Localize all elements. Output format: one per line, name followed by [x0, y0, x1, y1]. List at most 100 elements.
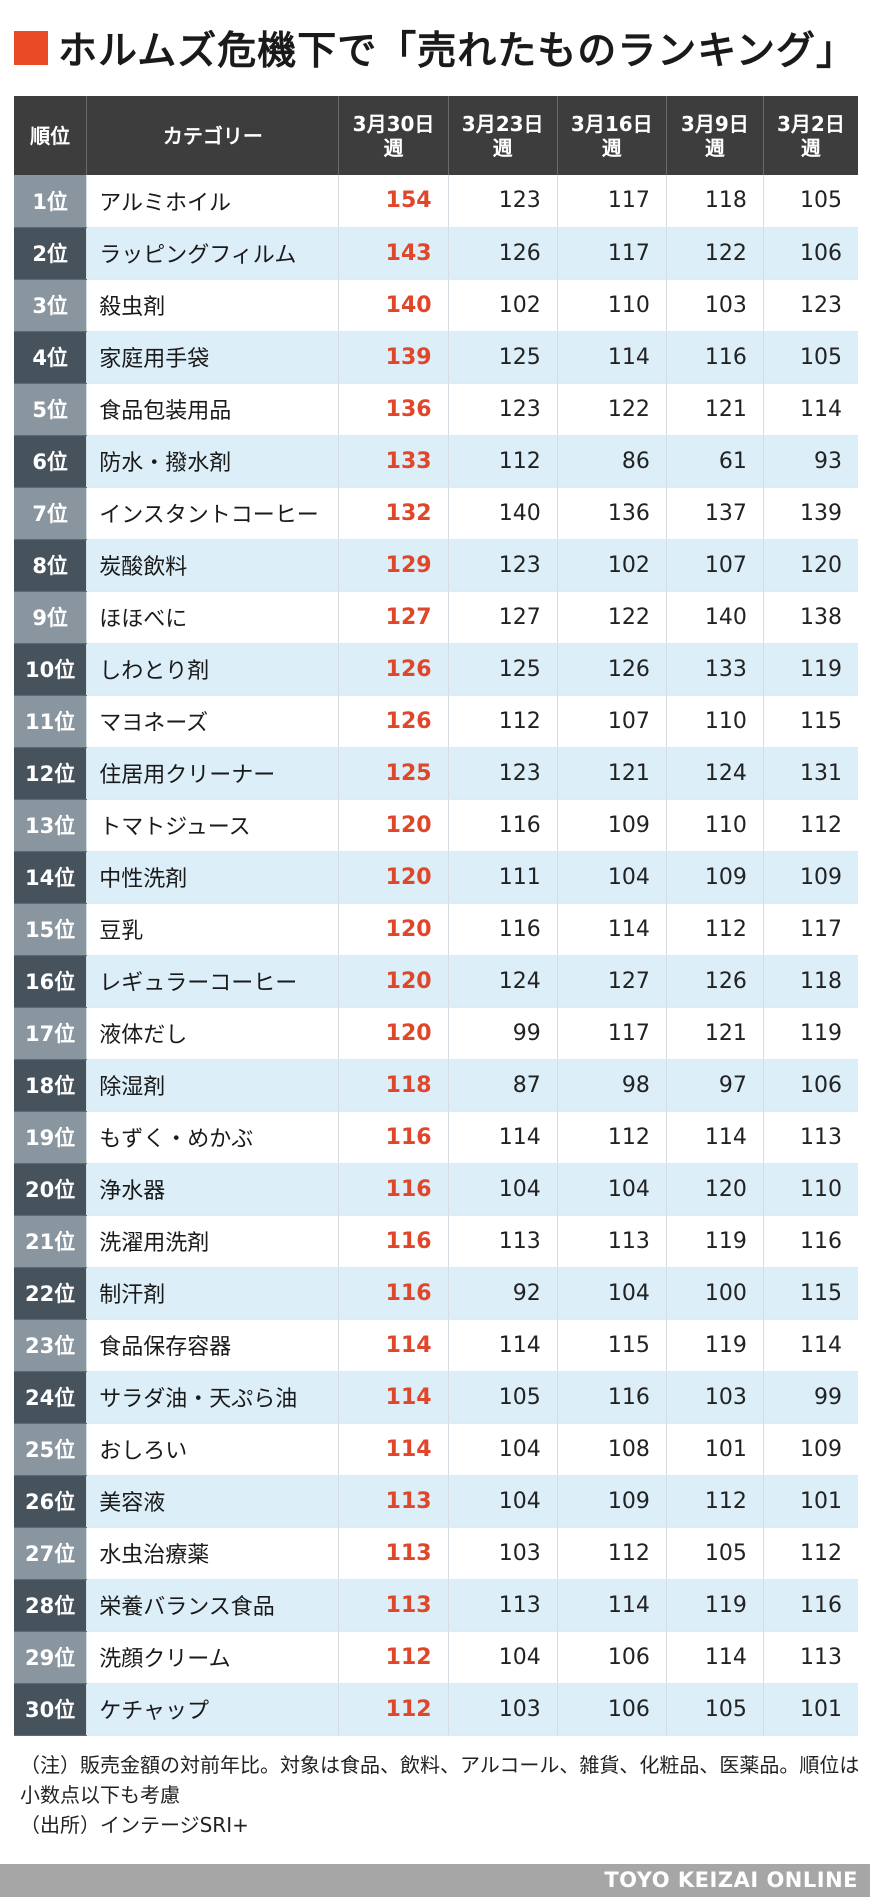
value-cell-week-4: 97 [666, 1059, 764, 1112]
value-cell-week-4: 121 [666, 383, 764, 436]
value-cell-week-1: 125 [338, 747, 449, 800]
category-cell: 住居用クリーナー [86, 747, 340, 800]
category-cell: 液体だし [86, 1007, 340, 1060]
value-cell-week-3: 117 [557, 1007, 667, 1060]
value-cell-week-4: 124 [666, 747, 764, 800]
rank-cell: 5位 [14, 383, 88, 436]
value-cell-week-2: 104 [448, 1631, 558, 1684]
rank-cell: 20位 [14, 1163, 88, 1216]
rank-cell: 29位 [14, 1631, 88, 1684]
category-cell: ラッピングフィルム [86, 227, 340, 280]
value-cell-week-4: 119 [666, 1215, 764, 1268]
value-cell-week-1: 136 [338, 383, 449, 436]
category-cell: 食品保存容器 [86, 1319, 340, 1372]
table-row: 13位 トマトジュース 120 116 109 110 112 [14, 799, 858, 852]
value-cell-week-4: 119 [666, 1579, 764, 1632]
table-body: 1位 アルミホイル 154 123 117 118 105 2位 ラッピングフィルム 143 126… [14, 175, 858, 1736]
value-cell-week-5: 116 [763, 1215, 858, 1268]
value-cell-week-2: 102 [448, 279, 558, 332]
value-cell-week-1: 116 [338, 1163, 449, 1216]
category-cell: 洗顔クリーム [86, 1631, 340, 1684]
rank-cell: 10位 [14, 643, 88, 696]
value-cell-week-5: 105 [763, 331, 858, 384]
value-cell-week-2: 116 [448, 799, 558, 852]
value-cell-week-5: 139 [763, 487, 858, 540]
value-cell-week-1: 132 [338, 487, 449, 540]
value-cell-week-1: 120 [338, 903, 449, 956]
table-row: 19位 もずく・めかぶ 116 114 112 114 113 [14, 1111, 858, 1164]
value-cell-week-1: 127 [338, 591, 449, 644]
value-cell-week-2: 123 [448, 539, 558, 592]
value-cell-week-5: 116 [763, 1579, 858, 1632]
table-row: 26位 美容液 113 104 109 112 101 [14, 1475, 858, 1528]
category-cell: 美容液 [86, 1475, 340, 1528]
rank-cell: 11位 [14, 695, 88, 748]
header-week-1-suffix: 週 [383, 135, 404, 160]
value-cell-week-4: 110 [666, 799, 764, 852]
table-row: 3位 殺虫剤 140 102 110 103 123 [14, 279, 858, 332]
rank-cell: 1位 [14, 175, 88, 228]
value-cell-week-3: 136 [557, 487, 667, 540]
header-week-3-date: 3月16日 [570, 111, 653, 136]
value-cell-week-4: 101 [666, 1423, 764, 1476]
value-cell-week-2: 123 [448, 383, 558, 436]
value-cell-week-2: 112 [448, 695, 558, 748]
value-cell-week-2: 103 [448, 1683, 558, 1736]
value-cell-week-4: 116 [666, 331, 764, 384]
value-cell-week-2: 140 [448, 487, 558, 540]
category-cell: ケチャップ [86, 1683, 340, 1736]
value-cell-week-4: 133 [666, 643, 764, 696]
value-cell-week-1: 120 [338, 955, 449, 1008]
table-row: 21位 洗濯用洗剤 116 113 113 119 116 [14, 1215, 858, 1268]
header-week-5-suffix: 週 [800, 135, 821, 160]
rank-cell: 17位 [14, 1007, 88, 1060]
header-week-5: 3月2日週 [763, 96, 858, 175]
category-cell: 豆乳 [86, 903, 340, 956]
category-cell: 家庭用手袋 [86, 331, 340, 384]
table-row: 25位 おしろい 114 104 108 101 109 [14, 1423, 858, 1476]
value-cell-week-4: 119 [666, 1319, 764, 1372]
chart-title: ホルムズ危機下で「売れたものランキング」 [58, 29, 857, 74]
category-cell: 中性洗剤 [86, 851, 340, 904]
header-week-2-suffix: 週 [492, 135, 513, 160]
rank-cell: 6位 [14, 435, 88, 488]
value-cell-week-2: 99 [448, 1007, 558, 1060]
category-cell: 水虫治療薬 [86, 1527, 340, 1580]
value-cell-week-2: 113 [448, 1215, 558, 1268]
rank-cell: 22位 [14, 1267, 88, 1320]
note-text: （注）販売金額の対前年比。対象は食品、飲料、アルコール、雑貨、化粧品、医薬品。順… [20, 1753, 860, 1807]
rank-cell: 16位 [14, 955, 88, 1008]
value-cell-week-5: 110 [763, 1163, 858, 1216]
value-cell-week-1: 114 [338, 1423, 449, 1476]
rank-cell: 14位 [14, 851, 88, 904]
category-cell: 栄養バランス食品 [86, 1579, 340, 1632]
value-cell-week-2: 104 [448, 1163, 558, 1216]
rank-cell: 15位 [14, 903, 88, 956]
header-week-4: 3月9日週 [666, 96, 764, 175]
value-cell-week-1: 116 [338, 1215, 449, 1268]
value-cell-week-5: 115 [763, 1267, 858, 1320]
value-cell-week-1: 113 [338, 1527, 449, 1580]
value-cell-week-4: 140 [666, 591, 764, 644]
value-cell-week-5: 106 [763, 227, 858, 280]
value-cell-week-1: 116 [338, 1267, 449, 1320]
value-cell-week-4: 137 [666, 487, 764, 540]
value-cell-week-4: 114 [666, 1631, 764, 1684]
value-cell-week-2: 124 [448, 955, 558, 1008]
value-cell-week-4: 112 [666, 903, 764, 956]
value-cell-week-3: 104 [557, 1163, 667, 1216]
value-cell-week-3: 117 [557, 175, 667, 228]
value-cell-week-3: 110 [557, 279, 667, 332]
value-cell-week-1: 114 [338, 1319, 449, 1372]
value-cell-week-4: 122 [666, 227, 764, 280]
value-cell-week-2: 123 [448, 175, 558, 228]
value-cell-week-3: 109 [557, 1475, 667, 1528]
table-row: 1位 アルミホイル 154 123 117 118 105 [14, 175, 858, 228]
category-cell: ほほべに [86, 591, 340, 644]
table-row: 8位 炭酸飲料 129 123 102 107 120 [14, 539, 858, 592]
rank-cell: 8位 [14, 539, 88, 592]
value-cell-week-5: 114 [763, 1319, 858, 1372]
footer-brand: TOYO KEIZAI ONLINE [604, 1868, 858, 1892]
table-row: 28位 栄養バランス食品 113 113 114 119 116 [14, 1579, 858, 1632]
value-cell-week-2: 112 [448, 435, 558, 488]
